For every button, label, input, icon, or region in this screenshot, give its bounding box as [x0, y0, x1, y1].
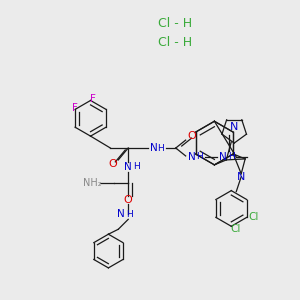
- Text: H: H: [196, 152, 203, 161]
- Text: N: N: [230, 122, 238, 132]
- Text: N: N: [219, 152, 227, 162]
- Text: Cl - H: Cl - H: [158, 37, 192, 50]
- Text: N: N: [117, 209, 125, 219]
- Text: F: F: [90, 94, 95, 104]
- Text: F: F: [72, 103, 78, 113]
- Text: H: H: [126, 210, 133, 219]
- Text: H: H: [228, 152, 235, 161]
- Text: N: N: [188, 152, 196, 162]
- Text: O: O: [124, 194, 133, 205]
- Text: Cl - H: Cl - H: [158, 17, 192, 30]
- Text: O: O: [108, 159, 117, 169]
- Text: N: N: [237, 172, 245, 182]
- Text: Cl: Cl: [230, 224, 240, 234]
- Text: NH₂: NH₂: [83, 178, 102, 188]
- Text: N: N: [124, 162, 132, 172]
- Text: H: H: [133, 162, 140, 171]
- Text: H: H: [158, 143, 164, 152]
- Text: N: N: [150, 143, 158, 153]
- Text: O: O: [187, 131, 196, 141]
- Text: Cl: Cl: [248, 212, 259, 222]
